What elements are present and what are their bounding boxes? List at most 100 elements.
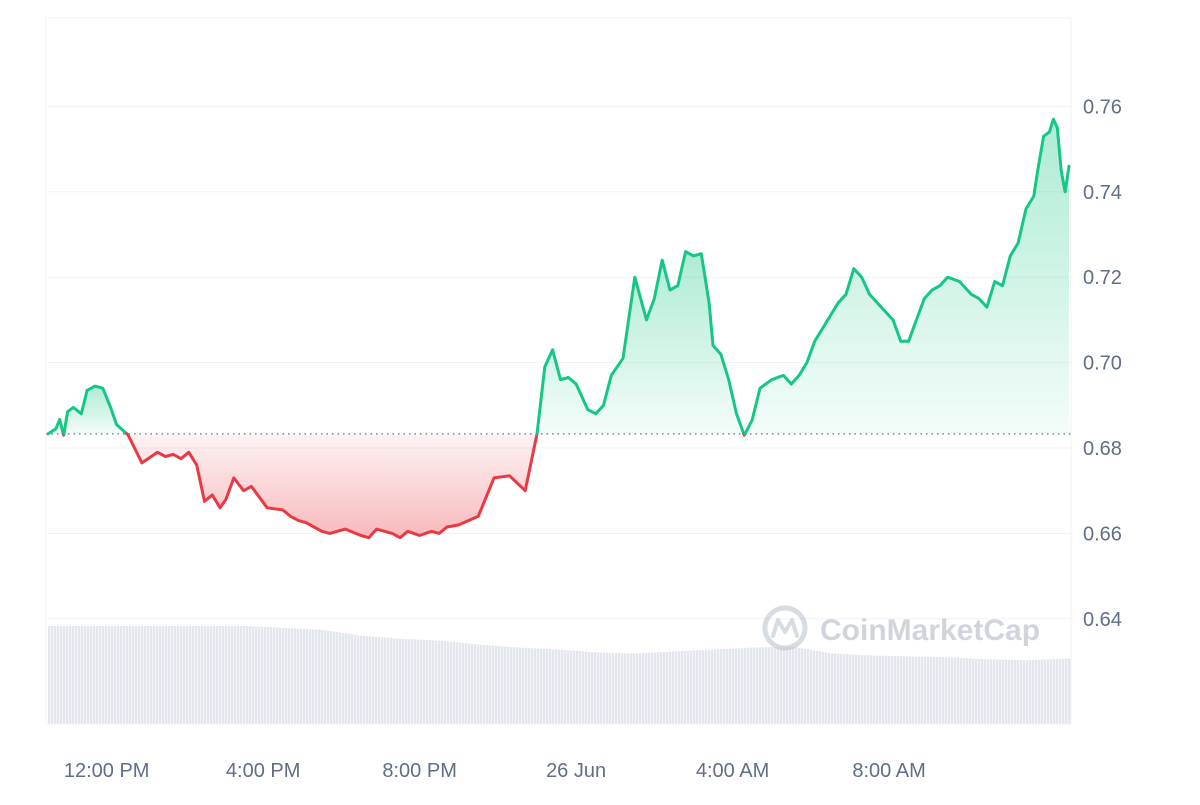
volume-bar (411, 639, 414, 724)
volume-bar (588, 651, 591, 724)
volume-bar (564, 650, 567, 724)
volume-bar (159, 626, 162, 724)
volume-bar (732, 648, 735, 724)
volume-bar (822, 651, 825, 724)
volume-bar (627, 653, 630, 724)
volume-bar (750, 647, 753, 724)
volume-bar (561, 649, 564, 724)
volume-bar (1038, 659, 1041, 724)
volume-bar (1014, 660, 1017, 724)
volume-bar (426, 640, 429, 724)
volume-bar (912, 656, 915, 724)
volume-bar (666, 651, 669, 724)
volume-bar (390, 637, 393, 724)
volume-bar (228, 626, 231, 724)
volume-bar (330, 631, 333, 724)
volume-bar (1023, 660, 1026, 724)
y-tick-label: 0.68 (1083, 438, 1122, 460)
volume-bar (672, 651, 675, 724)
x-tick-label: 12:00 PM (64, 760, 150, 782)
volume-bar (381, 637, 384, 724)
volume-bar (132, 626, 135, 724)
volume-bar (900, 656, 903, 724)
volume-bar (915, 656, 918, 724)
volume-bar (954, 657, 957, 724)
volume-bar (966, 658, 969, 724)
volume-bar (129, 626, 132, 724)
volume-bar (54, 626, 57, 724)
volume-bar (756, 647, 759, 724)
volume-bar (321, 629, 324, 724)
volume-bar (213, 626, 216, 724)
volume-bar (387, 637, 390, 724)
volume-bar (1032, 660, 1035, 724)
volume-bar (873, 655, 876, 724)
volume-bar (1056, 658, 1059, 724)
volume-bar (291, 628, 294, 724)
volume-bar (537, 648, 540, 724)
volume-bar (156, 626, 159, 724)
volume-bar (357, 635, 360, 724)
volume-bar (888, 655, 891, 724)
volume-bar (726, 648, 729, 724)
volume-bar (654, 652, 657, 724)
volume-bar (789, 646, 792, 724)
volume-bar (450, 641, 453, 724)
volume-bar (141, 626, 144, 724)
volume-bar (417, 639, 420, 724)
volume-bar (126, 626, 129, 724)
volume-bar (735, 648, 738, 724)
volume-bar (363, 635, 366, 724)
volume-bar (870, 655, 873, 724)
volume-bar (72, 626, 75, 724)
volume-bar (51, 626, 54, 724)
volume-bar (84, 626, 87, 724)
volume-bar (87, 626, 90, 724)
volume-bar (108, 626, 111, 724)
price-line-segment-down (125, 432, 539, 540)
volume-bar (300, 628, 303, 724)
volume-bar (261, 626, 264, 724)
volume-bar (333, 631, 336, 724)
volume-bar (918, 656, 921, 724)
volume-bar (945, 657, 948, 724)
volume-bar (702, 650, 705, 724)
x-tick-label: 8:00 AM (852, 760, 925, 782)
volume-bar (828, 653, 831, 724)
volume-bar (969, 658, 972, 724)
volume-bar (981, 659, 984, 724)
volume-bar (558, 649, 561, 724)
volume-bar (651, 652, 654, 724)
volume-bar (987, 659, 990, 724)
x-axis: 12:00 PM 4:00 PM 8:00 PM 26 Jun 4:00 AM 8:00 … (64, 760, 926, 782)
volume-bar (864, 655, 867, 724)
volume-bar (423, 639, 426, 724)
volume-bar (678, 651, 681, 724)
volume-bar (807, 649, 810, 724)
volume-bars (48, 626, 1071, 724)
volume-bar (252, 626, 255, 724)
volume-bar (810, 649, 813, 724)
volume-bar (468, 643, 471, 724)
volume-bar (453, 642, 456, 724)
volume-bar (804, 648, 807, 724)
volume-bar (48, 626, 51, 724)
volume-bar (222, 626, 225, 724)
volume-bar (345, 633, 348, 724)
volume-bar (528, 648, 531, 724)
volume-bar (63, 626, 66, 724)
volume-bar (1017, 660, 1020, 724)
volume-bar (723, 649, 726, 724)
price-line-segment-up (62, 384, 129, 436)
volume-bar (522, 647, 525, 724)
price-area (48, 119, 1069, 538)
volume-bar (135, 626, 138, 724)
volume-bar (405, 638, 408, 724)
volume-bar (576, 650, 579, 724)
volume-bar (1068, 658, 1071, 724)
volume-bar (999, 659, 1002, 724)
volume-bar (246, 626, 249, 724)
volume-bar (648, 652, 651, 724)
volume-bar (894, 656, 897, 724)
